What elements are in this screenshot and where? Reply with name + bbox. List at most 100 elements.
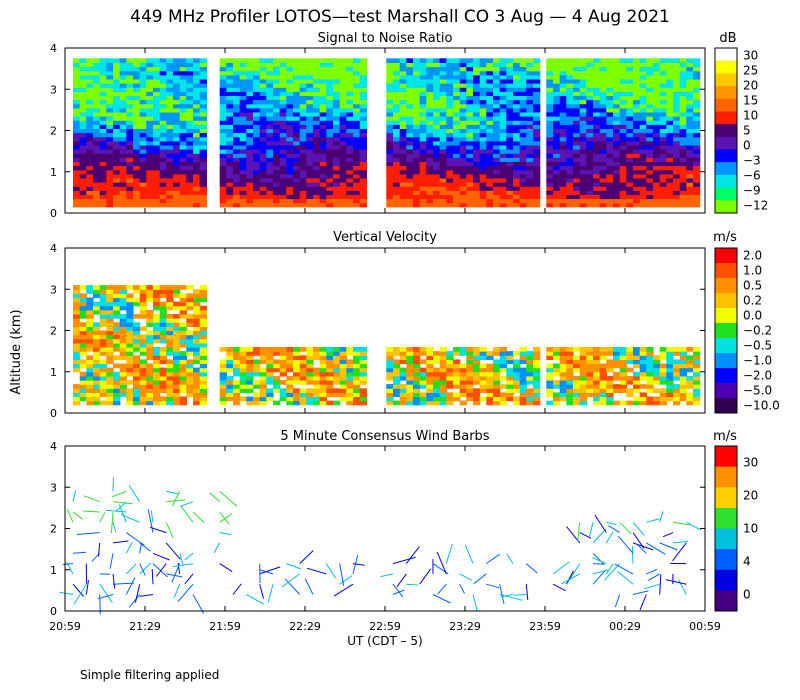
velocity-cell [186,363,194,369]
velocity-cell [526,392,534,398]
velocity-cell [439,351,447,356]
snr-cell [326,202,334,208]
snr-cell [293,190,301,195]
snr-cell [426,103,434,109]
velocity-cell [353,359,361,365]
snr-cell [453,83,461,88]
snr-cell [139,91,147,96]
snr-cell [693,202,701,208]
snr-cell [666,116,674,121]
snr-cell [286,157,294,162]
velocity-cell [79,384,87,389]
snr-cell [579,120,587,125]
velocity-cell [693,384,701,389]
snr-cell [439,186,447,191]
snr-cell [219,169,227,175]
snr-cell [419,132,427,138]
snr-cell [693,149,701,154]
snr-cell [226,177,234,183]
velocity-cell [599,400,607,406]
snr-cell [593,140,601,146]
snr-cell [406,120,414,125]
snr-cell [273,58,281,63]
snr-cell [313,186,321,191]
snr-cell [139,157,147,162]
snr-cell [419,198,427,204]
velocity-cell [393,371,401,377]
snr-cell [313,144,321,150]
snr-cell [339,78,347,84]
velocity-cell [199,400,207,406]
snr-cell [533,173,541,179]
snr-cell [186,173,194,179]
velocity-cell [99,305,107,311]
wind-barb [617,535,634,554]
snr-cell [513,144,521,150]
snr-cell [466,182,474,187]
velocity-cell [493,371,501,377]
velocity-cell [619,367,627,373]
snr-cell [246,169,254,175]
snr-cell [159,202,167,208]
snr-cell [479,116,487,121]
velocity-cell [86,326,94,332]
y-tick-label: 0 [50,207,57,220]
footnote: Simple filtering applied [80,668,220,682]
snr-cell [199,120,207,125]
snr-cell [506,128,514,134]
snr-cell [266,58,274,63]
snr-cell [506,103,514,109]
snr-cell [346,161,354,167]
snr-cell [386,120,394,125]
snr-cell [386,128,394,134]
snr-cell [426,177,434,183]
velocity-cell [386,392,394,398]
snr-cell [653,161,661,167]
velocity-cell [679,388,687,393]
velocity-cell [86,314,94,319]
velocity-cell [639,347,647,352]
wind-barb [565,570,574,585]
snr-cell [659,116,667,121]
snr-cell [426,78,434,84]
snr-cell [513,132,521,138]
snr-cell [319,124,327,129]
velocity-cell [659,388,667,393]
velocity-cell [613,363,621,369]
snr-cell [279,136,287,142]
snr-cell [573,107,581,113]
snr-cell [273,132,281,138]
snr-cell [73,87,81,92]
wind-barb [647,573,660,581]
snr-cell [686,198,694,204]
snr-cell [479,149,487,154]
snr-cell [393,198,401,204]
snr-cell [266,198,274,204]
velocity-cell [126,380,134,385]
snr-cell [613,173,621,179]
snr-cell [193,111,201,117]
snr-cell [513,128,521,134]
y-tick-label: 4 [50,42,57,55]
snr-cell [73,66,81,72]
snr-cell [493,87,501,92]
snr-cell [313,78,321,84]
snr-cell [573,182,581,187]
velocity-cell [333,347,341,352]
snr-cell [266,194,274,200]
snr-cell [186,62,194,68]
snr-cell [293,78,301,84]
velocity-cell [246,384,254,389]
snr-cell [319,66,327,72]
velocity-cell [246,359,254,365]
velocity-colorbar: 2.01.00.50.20.0−0.2−0.5−1.0−2.0−5.0−10.0 [714,247,780,414]
snr-cell [626,95,634,101]
snr-cell [253,107,261,113]
snr-cell [526,107,534,113]
snr-cell [333,149,341,154]
snr-cell [546,91,554,96]
snr-cell [399,173,407,179]
snr-cell [486,149,494,154]
snr-cell [593,116,601,121]
snr-cell [86,78,94,84]
